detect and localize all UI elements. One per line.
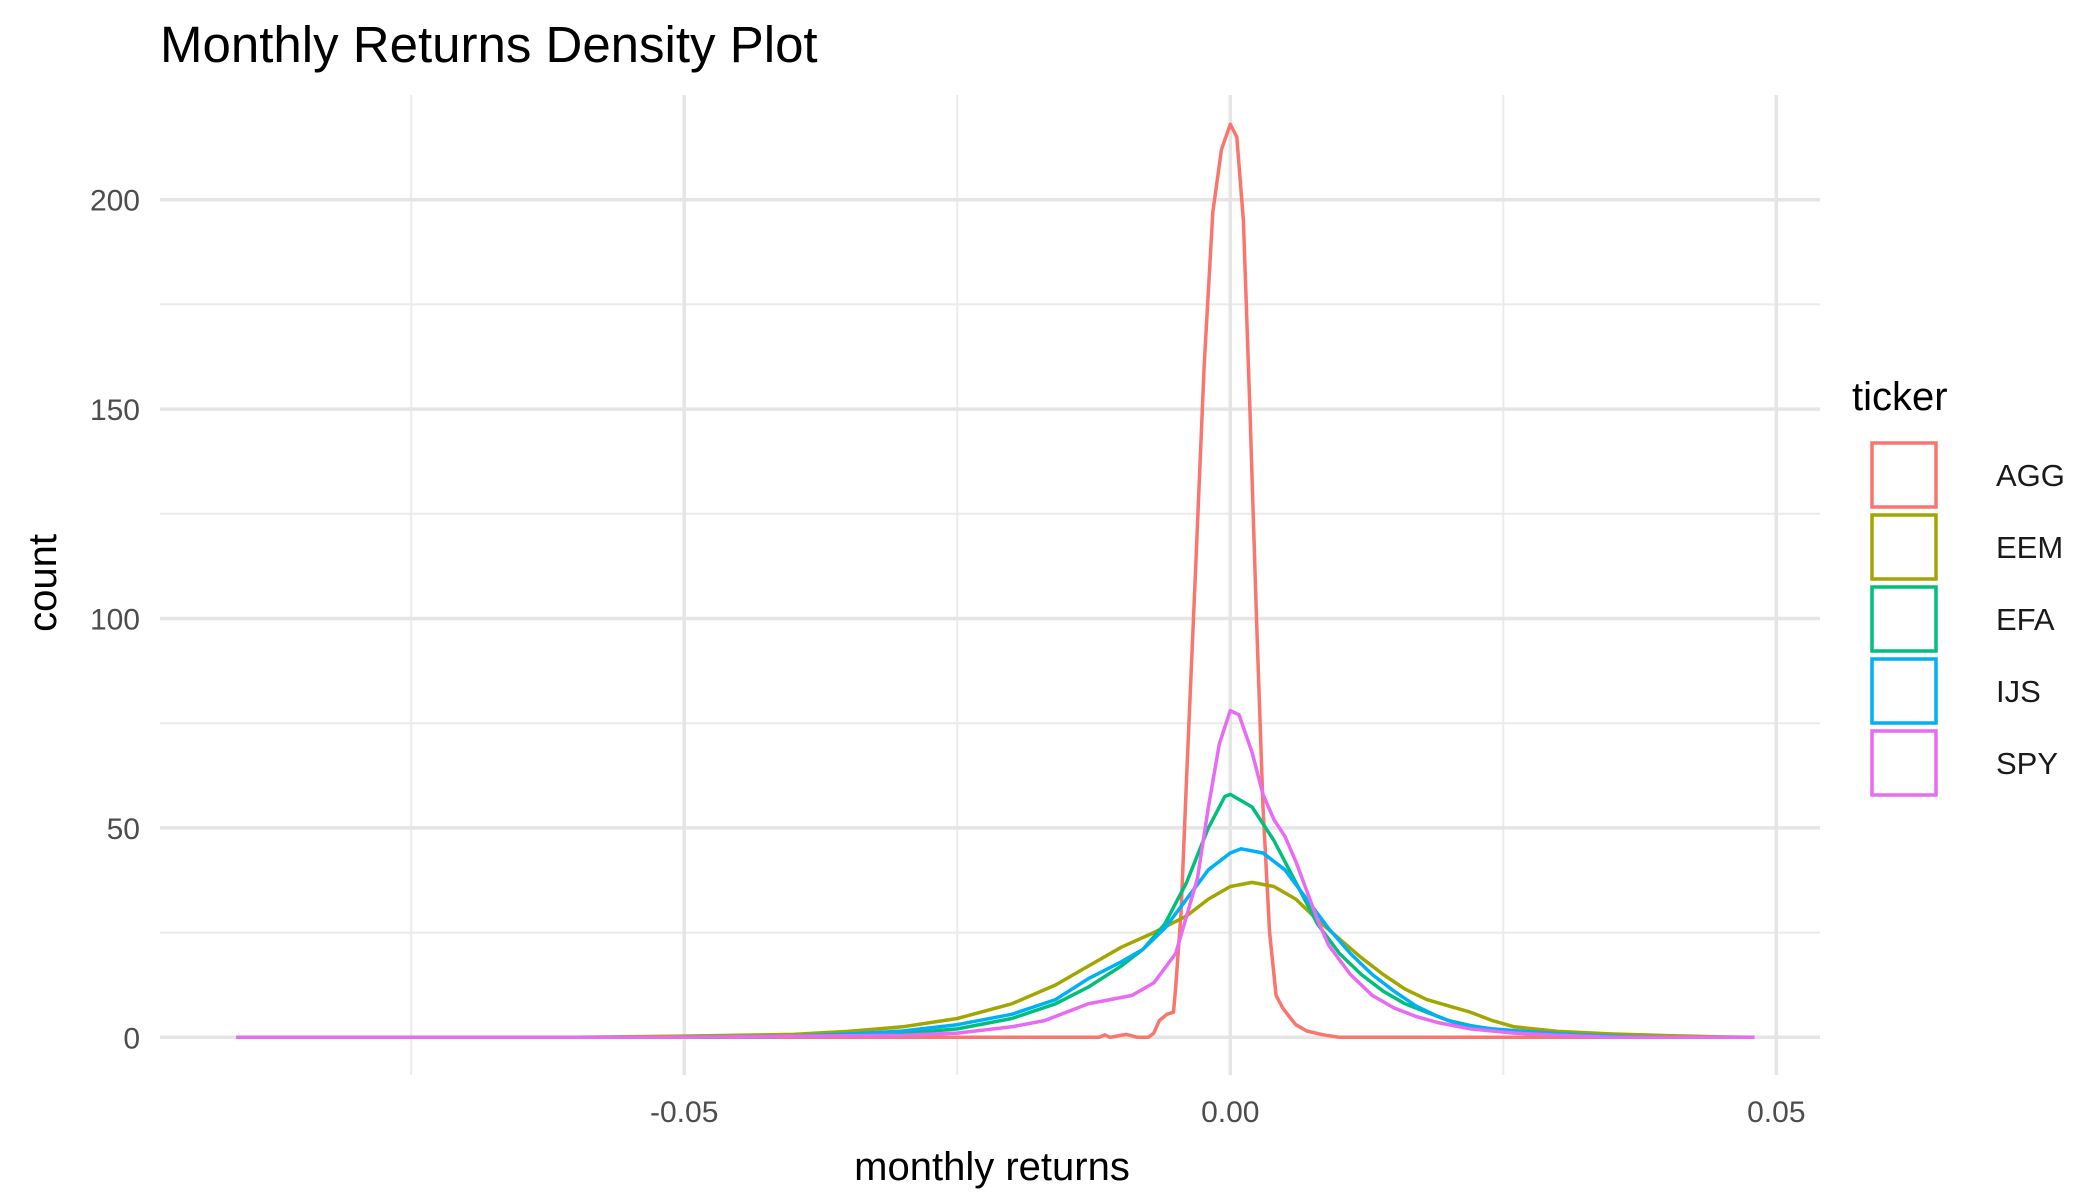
legend-label-ijs: IJS [1996,674,2041,709]
series-line-spy [236,708,1755,1040]
series-line-efa [236,792,1755,1040]
grid [160,95,1820,1075]
legend-label-spy: SPY [1996,746,2058,781]
series-lines [236,122,1755,1040]
legend: ticker AGG EEM EFA IJS SPY [1852,375,2065,797]
y-tick-label: 0 [123,1022,140,1055]
chart-title: Monthly Returns Density Plot [160,16,818,73]
axis-ticks: -0.05 0.00 0.05 0 50 100 150 200 [90,185,1806,1129]
legend-label-efa: EFA [1996,602,2055,637]
legend-key-eem [1870,513,1938,581]
y-tick-label: 50 [107,813,140,846]
legend-key-efa [1870,585,1938,653]
y-tick-label: 150 [90,394,140,427]
legend-label-agg: AGG [1996,458,2065,493]
x-tick-label: -0.05 [650,1096,718,1129]
x-axis-title: monthly returns [854,1145,1130,1189]
series-line-agg [236,122,1755,1040]
legend-title: ticker [1852,375,1948,419]
y-tick-label: 100 [90,604,140,637]
series-line-eem [236,880,1755,1040]
series-line-ijs [236,847,1755,1040]
legend-key-spy [1870,729,1938,797]
legend-key-agg [1870,441,1938,509]
legend-key-ijs [1870,657,1938,725]
legend-label-eem: EEM [1996,530,2063,565]
y-axis-title: count [21,534,65,632]
y-tick-label: 200 [90,185,140,218]
x-tick-label: 0.05 [1747,1096,1805,1129]
x-tick-label: 0.00 [1201,1096,1259,1129]
